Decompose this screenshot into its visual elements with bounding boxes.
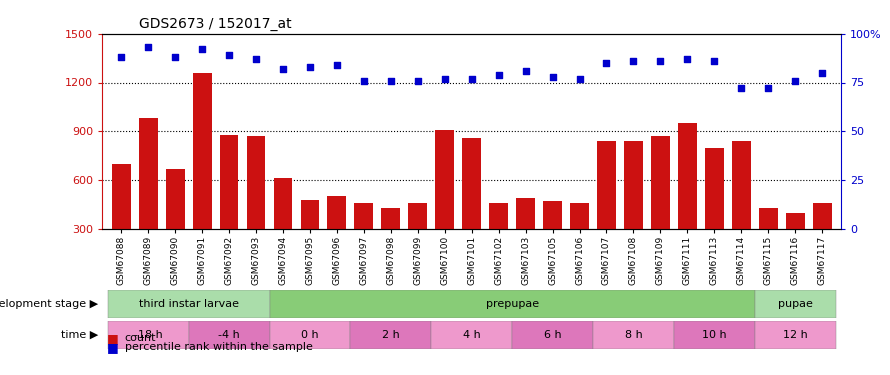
Bar [189, 321, 270, 349]
Text: -4 h: -4 h [218, 330, 240, 340]
Point [168, 54, 182, 60]
Bar [597, 141, 616, 229]
Bar [382, 208, 400, 229]
Bar [512, 321, 593, 349]
Bar [543, 201, 562, 229]
Bar [462, 138, 481, 229]
Bar [435, 130, 454, 229]
Bar [432, 321, 512, 349]
Text: pupae: pupae [778, 299, 813, 309]
Point [141, 44, 155, 50]
Point [734, 86, 748, 92]
Text: 2 h: 2 h [382, 330, 400, 340]
Bar [270, 290, 755, 318]
Point [491, 72, 506, 78]
Bar [651, 136, 670, 229]
Text: third instar larvae: third instar larvae [139, 299, 239, 309]
Text: 6 h: 6 h [544, 330, 562, 340]
Bar [490, 203, 508, 229]
Bar [813, 203, 831, 229]
Bar [351, 321, 432, 349]
Bar [108, 321, 189, 349]
Bar [678, 123, 697, 229]
Text: count: count [125, 333, 156, 343]
Bar [192, 73, 212, 229]
Bar [301, 200, 320, 229]
Bar [593, 321, 674, 349]
Text: 12 h: 12 h [783, 330, 807, 340]
Bar [759, 208, 778, 229]
Text: time ▶: time ▶ [61, 330, 98, 340]
Point [303, 64, 317, 70]
Text: GDS2673 / 152017_at: GDS2673 / 152017_at [140, 17, 292, 32]
Point [330, 62, 344, 68]
Bar [755, 290, 836, 318]
Point [357, 78, 371, 84]
Bar [570, 203, 589, 229]
Bar [166, 169, 184, 229]
Point [546, 74, 560, 80]
Point [222, 52, 236, 58]
Point [708, 58, 722, 64]
Bar [112, 164, 131, 229]
Text: 10 h: 10 h [702, 330, 726, 340]
Text: 8 h: 8 h [625, 330, 643, 340]
Text: ■: ■ [107, 341, 118, 354]
Text: -18 h: -18 h [134, 330, 163, 340]
Text: percentile rank within the sample: percentile rank within the sample [125, 342, 312, 352]
Point [519, 68, 533, 74]
Point [815, 70, 829, 76]
Point [384, 78, 398, 84]
Text: 0 h: 0 h [301, 330, 319, 340]
Bar [409, 203, 427, 229]
Text: 4 h: 4 h [463, 330, 481, 340]
Point [572, 76, 587, 82]
Point [410, 78, 425, 84]
Text: prepupae: prepupae [486, 299, 538, 309]
Point [599, 60, 613, 66]
Bar [247, 136, 265, 229]
Bar [354, 203, 373, 229]
Point [761, 86, 775, 92]
Text: ■: ■ [107, 332, 118, 345]
Point [680, 56, 694, 62]
Bar [674, 321, 755, 349]
Point [114, 54, 128, 60]
Point [653, 58, 668, 64]
Bar [273, 178, 293, 229]
Bar [139, 118, 158, 229]
Bar [270, 321, 351, 349]
Point [249, 56, 263, 62]
Text: development stage ▶: development stage ▶ [0, 299, 98, 309]
Bar [732, 141, 751, 229]
Point [195, 46, 209, 53]
Bar [705, 147, 724, 229]
Point [465, 76, 479, 82]
Point [789, 78, 803, 84]
Bar [624, 141, 643, 229]
Bar [328, 196, 346, 229]
Bar [108, 290, 270, 318]
Point [627, 58, 641, 64]
Point [276, 66, 290, 72]
Point [438, 76, 452, 82]
Bar [786, 213, 805, 229]
Bar [516, 198, 535, 229]
Bar [755, 321, 836, 349]
Bar [220, 135, 239, 229]
